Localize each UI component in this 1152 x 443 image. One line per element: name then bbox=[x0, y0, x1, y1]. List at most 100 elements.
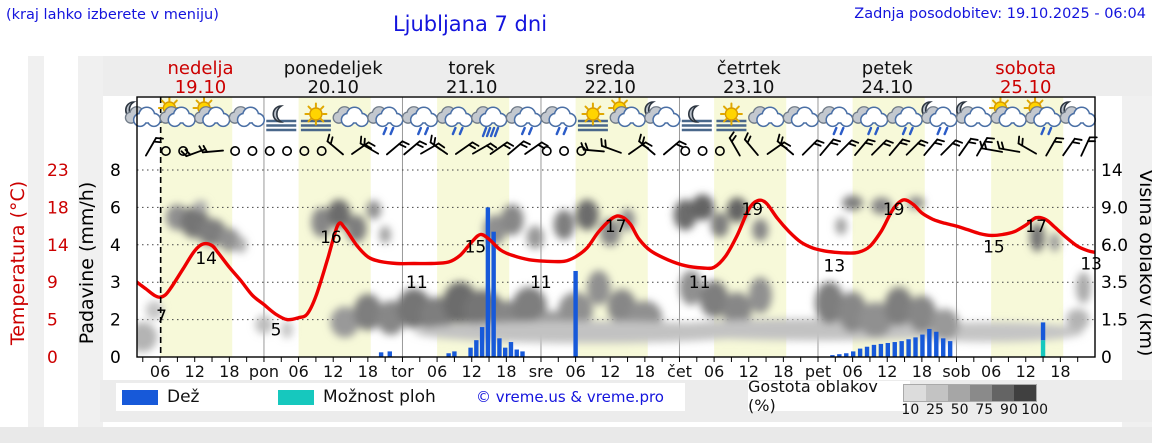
day-abbrev-label: čet bbox=[667, 362, 692, 381]
rain-marks bbox=[493, 126, 500, 138]
wind-symbol bbox=[638, 133, 656, 156]
wind-symbol bbox=[888, 138, 911, 156]
wind-symbol bbox=[1017, 135, 1037, 155]
weather-icon bbox=[608, 96, 646, 128]
cloud-fill bbox=[563, 114, 576, 126]
calm-circle bbox=[230, 146, 241, 156]
cloud-blob bbox=[575, 199, 599, 231]
rain-bar bbox=[857, 348, 863, 357]
sun-ray bbox=[1004, 99, 1009, 104]
precip-axis-tick: 8 bbox=[110, 161, 121, 181]
weather-icon bbox=[886, 106, 923, 136]
temperature-value: 5 bbox=[271, 321, 282, 341]
cloud-fill bbox=[529, 114, 541, 126]
wind-symbol bbox=[776, 133, 795, 156]
wind-barb-tick bbox=[678, 140, 687, 146]
wind-symbol bbox=[559, 146, 570, 156]
wind-symbol bbox=[743, 132, 759, 156]
hour-label: 06 bbox=[981, 362, 1001, 381]
cloud-fill bbox=[1048, 114, 1060, 126]
wind-barb-tick bbox=[979, 140, 984, 150]
wind-barb-tick bbox=[1017, 135, 1021, 145]
hour-label: 12 bbox=[323, 362, 343, 381]
cloud-fill bbox=[667, 114, 679, 126]
calm-circle bbox=[282, 146, 293, 156]
cloud-blob bbox=[748, 277, 772, 314]
wind-barb-tick bbox=[936, 138, 945, 143]
weather-icon bbox=[505, 106, 543, 136]
wind-barb-tick bbox=[776, 133, 781, 143]
weather-icon bbox=[471, 106, 508, 138]
weather-icon bbox=[1023, 96, 1062, 136]
day-date: 20.10 bbox=[307, 77, 359, 98]
cloud-blob bbox=[281, 320, 293, 339]
cloud-fill bbox=[979, 114, 991, 126]
rain-bar bbox=[378, 352, 384, 357]
calm-circle bbox=[541, 146, 552, 156]
temperature-value: 15 bbox=[983, 237, 1005, 257]
rain-bar bbox=[941, 338, 946, 357]
wind-barb-tick bbox=[829, 141, 839, 146]
location-hint: (kraj lahko izberete v meniju) bbox=[6, 7, 219, 23]
credit-link[interactable]: © vreme.us & vreme.pro bbox=[455, 383, 685, 411]
rain-bar bbox=[899, 341, 904, 357]
sun-icon bbox=[724, 107, 739, 121]
rain-bar bbox=[947, 341, 953, 357]
drizzle-marks bbox=[527, 126, 533, 136]
weather-icon bbox=[540, 106, 577, 136]
drizzle-marks bbox=[382, 126, 388, 136]
weather-icon bbox=[157, 96, 196, 128]
wind-symbol bbox=[429, 134, 449, 155]
background-band bbox=[1122, 56, 1152, 427]
sun-ray bbox=[623, 99, 628, 104]
hour-label: 18 bbox=[773, 362, 793, 381]
temperature-value: 11 bbox=[689, 273, 711, 293]
temperature-value: 13 bbox=[1080, 254, 1102, 274]
cloud-blob bbox=[1029, 222, 1045, 252]
wind-barb-tick bbox=[816, 139, 825, 144]
wind-barb-tick bbox=[184, 148, 192, 156]
hour-label: 12 bbox=[877, 362, 897, 381]
wind-barb-tick bbox=[813, 142, 822, 147]
cloud-axis-tick: 14 bbox=[1101, 161, 1123, 181]
wind-symbol bbox=[1045, 137, 1065, 157]
day-abbrev-label: tor bbox=[391, 362, 414, 381]
drizzle-marks bbox=[389, 126, 395, 136]
cloud-blob bbox=[587, 270, 611, 306]
cloud-fill bbox=[459, 114, 472, 126]
wind-barb-tick bbox=[1055, 137, 1065, 140]
precip-axis-tick: 3 bbox=[110, 273, 121, 293]
wind-barb-tick bbox=[885, 139, 894, 144]
precip-axis-title: Padavine (mm/h) bbox=[76, 182, 98, 345]
rain-bar bbox=[927, 328, 932, 357]
rain-label: Dež bbox=[167, 387, 200, 407]
wind-symbol bbox=[299, 146, 310, 156]
wind-barb-tick bbox=[917, 142, 926, 147]
wind-symbol bbox=[247, 146, 258, 156]
wind-barb-tick bbox=[638, 133, 642, 143]
weather-icon bbox=[192, 96, 231, 128]
wind-barb-tick bbox=[967, 141, 977, 145]
rain-bar bbox=[837, 354, 842, 357]
cloud-blob bbox=[345, 214, 367, 243]
wind-barb-tick bbox=[519, 143, 528, 148]
cloud-blob bbox=[500, 204, 524, 236]
temperature-value: 15 bbox=[465, 237, 487, 257]
wind-barb-tick bbox=[1073, 137, 1083, 141]
plot-frame bbox=[136, 96, 1096, 358]
cloud-blob bbox=[835, 217, 847, 235]
cloud-fill bbox=[840, 114, 853, 126]
wind-symbol bbox=[198, 144, 224, 154]
precip-axis-tick: 6 bbox=[110, 198, 121, 218]
day-date: 22.10 bbox=[584, 77, 636, 98]
cloud-blob bbox=[699, 280, 729, 318]
wind-symbol bbox=[979, 140, 1003, 153]
wind-barb-tick bbox=[418, 140, 427, 146]
cloud-blob bbox=[330, 306, 360, 338]
wind-barb-tick bbox=[359, 135, 363, 145]
cloud-fill bbox=[217, 114, 229, 126]
drizzle-marks bbox=[555, 126, 561, 136]
wind-barb-tick bbox=[850, 139, 860, 144]
drizzle-marks bbox=[1047, 126, 1053, 136]
